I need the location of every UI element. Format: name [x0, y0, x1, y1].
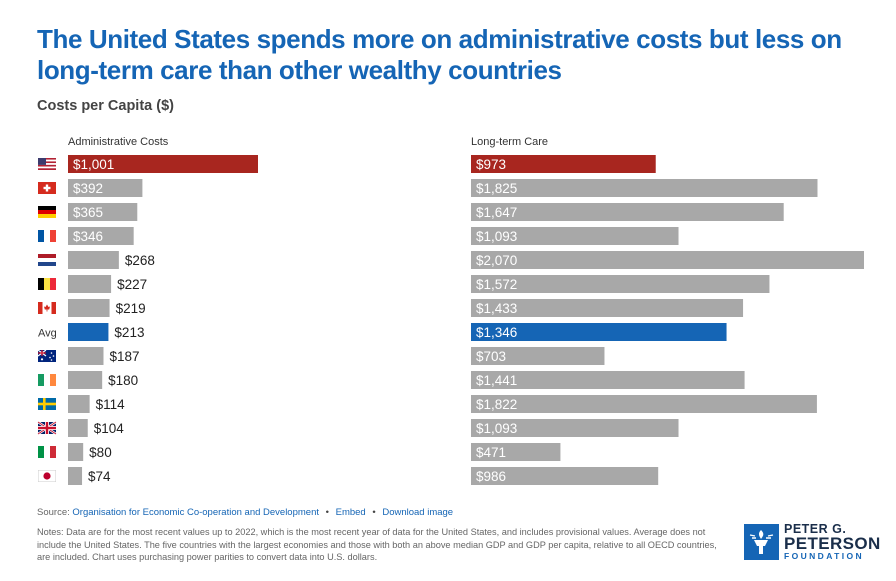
bar-value-label: $114 [96, 397, 126, 412]
bar[interactable] [68, 203, 138, 221]
bar-value-label: $1,433 [476, 301, 517, 316]
bar-value-label: $213 [114, 325, 144, 340]
bar-value-label: $1,001 [73, 157, 114, 172]
bar-value-label: $365 [73, 205, 103, 220]
ireland-flag-icon [38, 374, 56, 386]
bar-value-label: $1,825 [476, 181, 517, 196]
bar-value-label: $104 [94, 421, 125, 436]
bar-value-label: $74 [88, 469, 111, 484]
bar[interactable] [471, 371, 745, 389]
bar-value-label: $1,822 [476, 397, 517, 412]
bar[interactable] [68, 227, 134, 245]
bar[interactable] [471, 323, 727, 341]
admin-panel-label: Administrative Costs [68, 136, 169, 148]
bar[interactable] [68, 371, 103, 389]
bar-value-label: $1,572 [476, 277, 517, 292]
switzerland-flag-icon [38, 182, 56, 194]
bar-value-label: $703 [476, 349, 506, 364]
united-states-flag-icon [38, 158, 56, 170]
embed-link[interactable]: Embed [335, 507, 366, 518]
bar[interactable] [471, 227, 679, 245]
bar-value-label: $2,070 [476, 253, 517, 268]
bar[interactable] [471, 251, 864, 269]
bar[interactable] [68, 179, 143, 197]
source-line: Source: Organisation for Economic Co-ope… [37, 507, 453, 518]
series-long-term-care: $973 $1,825 $1,647 $1,093 $2,070 $1,572 $1,433… [471, 155, 864, 485]
bar-value-label: $1,346 [476, 325, 517, 340]
bar[interactable] [68, 155, 258, 173]
chart-title: The United States spends more on adminis… [37, 24, 842, 85]
canada-flag-icon [38, 302, 56, 314]
germany-flag-icon [38, 206, 56, 218]
bar-value-label: $1,093 [476, 421, 517, 436]
bar[interactable] [68, 299, 110, 317]
peterson-foundation-logo[interactable]: PETER G. PETERSON FOUNDATION [744, 523, 880, 563]
bar[interactable] [68, 395, 90, 413]
bar[interactable] [68, 443, 84, 461]
france-flag-icon [38, 230, 56, 242]
bar-value-label: $227 [117, 277, 147, 292]
bar[interactable] [471, 443, 561, 461]
bar-chart: Avg $1,001 $392 $365 $346 $268 $227 $219 $213 $18… [37, 155, 864, 485]
bar[interactable] [471, 467, 659, 485]
bar-value-label: $180 [108, 373, 138, 388]
row-label: Avg [38, 328, 57, 340]
bar[interactable] [471, 299, 744, 317]
chart-notes: Notes: Data are for the most recent valu… [37, 527, 717, 563]
bar[interactable] [471, 203, 784, 221]
download-image-link[interactable]: Download image [382, 507, 454, 518]
bar[interactable] [68, 323, 109, 341]
chart-subtitle: Costs per Capita ($) [37, 98, 174, 114]
bar-value-label: $392 [73, 181, 103, 196]
sweden-flag-icon [38, 398, 56, 410]
bar[interactable] [471, 275, 770, 293]
source-link[interactable]: Organisation for Economic Co-operation a… [72, 507, 319, 518]
bar[interactable] [471, 179, 818, 197]
bar-value-label: $1,093 [476, 229, 517, 244]
logo-line3: FOUNDATION [784, 551, 865, 561]
bar-value-label: $1,441 [476, 373, 517, 388]
bar-value-label: $268 [125, 253, 155, 268]
logo-line1: PETER G. [784, 522, 847, 536]
bar-value-label: $346 [73, 229, 103, 244]
bar-value-label: $1,647 [476, 205, 517, 220]
japan-flag-icon [38, 470, 56, 482]
bar[interactable] [471, 419, 679, 437]
bar[interactable] [68, 467, 83, 485]
bar-value-label: $80 [89, 445, 112, 460]
netherlands-flag-icon [38, 254, 56, 266]
ltc-panel-label: Long-term Care [471, 136, 549, 148]
bar[interactable] [68, 347, 104, 365]
bar[interactable] [68, 275, 112, 293]
bar[interactable] [68, 251, 119, 269]
bar[interactable] [471, 347, 605, 365]
torch-logo-icon [744, 524, 779, 560]
australia-flag-icon [37, 349, 56, 362]
series-administrative-costs: $1,001 $392 $365 $346 $268 $227 $219 $213 $187 $1… [68, 155, 258, 485]
bar-value-label: $219 [116, 301, 146, 316]
bar[interactable] [471, 155, 656, 173]
bar[interactable] [68, 419, 88, 437]
logo-line2: PETERSON [784, 534, 881, 553]
bar-value-label: $986 [476, 469, 506, 484]
italy-flag-icon [38, 446, 56, 458]
separator-dot: • [325, 507, 329, 518]
united-kingdom-flag-icon [37, 421, 57, 435]
bar-value-label: $973 [476, 157, 506, 172]
bar-value-label: $471 [476, 445, 506, 460]
bar[interactable] [471, 395, 817, 413]
bar-value-label: $187 [109, 349, 139, 364]
separator-dot: • [372, 507, 376, 518]
belgium-flag-icon [38, 278, 56, 290]
source-prefix: Source: [37, 507, 70, 518]
